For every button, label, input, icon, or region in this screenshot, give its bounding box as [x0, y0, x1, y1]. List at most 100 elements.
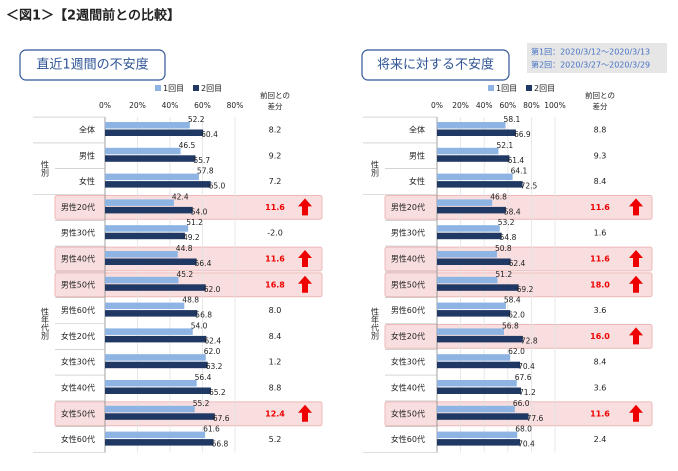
diff-header: 前回との: [260, 90, 290, 100]
diff-value: 18.0: [590, 280, 610, 289]
category-label: 女性60代: [391, 434, 425, 444]
category-label: 女性50代: [61, 408, 95, 418]
diff-value: 11.6: [265, 255, 285, 264]
bar: [437, 354, 511, 361]
bar-value-label: 64.1: [511, 167, 528, 176]
bar-value-label: 56.8: [502, 321, 519, 330]
bar-value-label: 67.6: [515, 373, 532, 382]
bar: [105, 251, 178, 258]
bar: [437, 155, 510, 162]
diff-value: 11.6: [265, 203, 285, 212]
category-label: 男性60代: [391, 305, 425, 315]
bar: [437, 225, 500, 232]
bar: [437, 405, 515, 413]
bar: [105, 225, 189, 232]
bar: [437, 251, 497, 258]
bar: [105, 129, 204, 136]
up-arrow: [629, 275, 643, 293]
category-label: 男性: [79, 150, 95, 160]
category-label: 女性50代: [391, 408, 425, 418]
category-label: 男性30代: [391, 228, 425, 238]
category-label: 女性: [409, 176, 425, 186]
diff-value: 8.0: [269, 306, 282, 315]
bar-value-label: 66.9: [514, 130, 531, 139]
up-arrow: [629, 198, 643, 216]
bar-value-label: 46.5: [179, 141, 196, 150]
diff-value: 12.4: [265, 409, 285, 418]
diff-value: 16.8: [265, 280, 285, 289]
bar: [437, 129, 516, 136]
category-label: 男性30代: [61, 228, 95, 238]
legend-swatch: [193, 85, 199, 91]
diff-value: 8.2: [269, 126, 282, 135]
diff-value: 3.6: [594, 384, 607, 393]
category-label: 女性30代: [391, 357, 425, 367]
bar-value-label: 62.0: [508, 311, 525, 320]
diff-value: 9.3: [594, 151, 607, 160]
bar: [105, 181, 211, 188]
bar-value-label: 72.8: [521, 336, 538, 345]
bar-value-label: 70.4: [518, 440, 535, 449]
diff-value: 1.2: [269, 358, 282, 367]
bar-value-label: 51.2: [186, 218, 203, 227]
bar: [437, 199, 493, 206]
bar: [437, 276, 498, 284]
diff-value: 3.6: [594, 306, 607, 315]
category-label: 全体: [409, 125, 425, 135]
bar: [105, 310, 198, 317]
diff-header: 差分: [268, 101, 283, 111]
bar: [437, 310, 511, 317]
bar-value-label: 46.8: [490, 192, 507, 201]
diff-value: 16.0: [590, 332, 610, 341]
up-arrow: [298, 198, 312, 216]
bar-value-label: 54.0: [191, 321, 208, 330]
bar-value-label: 62.0: [204, 285, 221, 294]
bar-value-label: 57.8: [197, 167, 214, 176]
bar: [437, 431, 518, 439]
bar: [105, 405, 195, 413]
bar-value-label: 54.0: [191, 207, 208, 216]
note-line: 第1回：2020/3/12～2020/3/13: [531, 47, 650, 57]
bar-value-label: 63.2: [206, 362, 223, 371]
bar-value-label: 65.2: [209, 388, 226, 397]
bar-value-label: 67.6: [213, 414, 230, 423]
category-label: 男性60代: [61, 305, 95, 315]
bar-value-label: 50.8: [495, 244, 512, 253]
category-label: 女性60代: [61, 434, 95, 444]
bar: [105, 413, 215, 420]
bar-value-label: 62.0: [204, 347, 221, 356]
diff-value: 7.2: [269, 177, 282, 186]
bar-value-label: 48.8: [182, 296, 199, 305]
note-box: [527, 43, 667, 73]
bar-value-label: 61.6: [203, 425, 220, 434]
x-tick-label: 60%: [499, 101, 516, 110]
bar: [105, 387, 211, 394]
bar-value-label: 54.8: [500, 233, 517, 242]
category-label: 全体: [79, 125, 95, 135]
bar: [437, 302, 506, 310]
category-label: 女性40代: [61, 383, 95, 393]
x-tick-label: 100%: [544, 101, 565, 110]
diff-value: 8.4: [594, 177, 607, 186]
category-label: 男性40代: [61, 254, 95, 264]
bar-value-label: 56.8: [195, 311, 212, 320]
x-tick-label: 20%: [129, 101, 146, 110]
chart-title-box: [19, 49, 166, 81]
x-tick-label: 60%: [194, 101, 211, 110]
up-arrow: [629, 404, 643, 422]
diff-value: 8.8: [594, 126, 607, 135]
bar-value-label: 70.4: [518, 362, 535, 371]
category-label: 女性20代: [61, 331, 95, 341]
category-label: 女性30代: [61, 357, 95, 367]
bar-value-label: 66.0: [513, 399, 530, 408]
up-arrow: [298, 275, 312, 293]
bar: [105, 302, 185, 310]
bar-value-label: 51.2: [495, 270, 512, 279]
bar-value-label: 52.1: [496, 141, 513, 150]
bar-value-label: 58.4: [504, 207, 521, 216]
bar: [437, 439, 521, 446]
up-arrow: [629, 327, 643, 345]
bar: [105, 147, 181, 155]
category-label: 男性40代: [391, 254, 425, 264]
